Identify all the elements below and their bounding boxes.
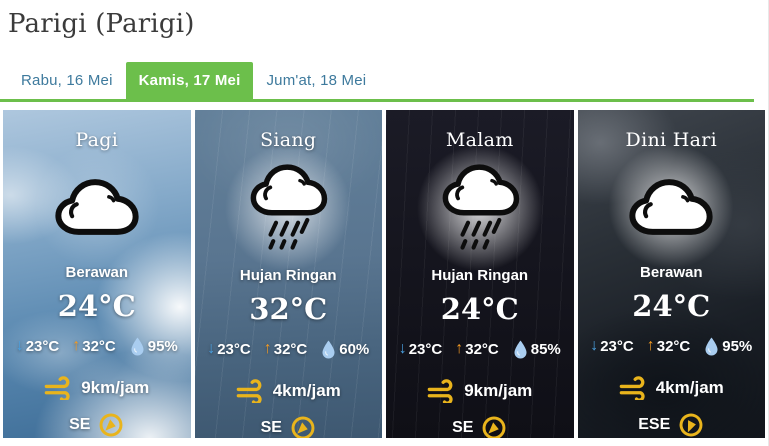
high-temp: ↑ 32°C [72, 337, 116, 355]
low-temp: ↓ 23°C [398, 340, 443, 358]
humidity: 95% [129, 336, 178, 356]
wind-direction-label: ESE [638, 416, 671, 433]
wind-direction-row: SE [452, 415, 507, 438]
arrow-up-icon: ↑ [263, 340, 272, 357]
date-tabs: Rabu, 16 Mei Kamis, 17 Mei Jum'at, 18 Me… [0, 62, 768, 99]
droplet-icon [512, 339, 529, 359]
forecast-card-dini-hari: Dini Hari Berawan 24°C ↓ 23°C ↑ 32°C 95% 4… [577, 110, 765, 438]
condition-label: Berawan [65, 264, 129, 281]
wind-icon [619, 376, 649, 400]
wind-direction-row: SE [261, 415, 316, 438]
compass-icon [481, 415, 507, 438]
arrow-up-icon: ↑ [646, 337, 655, 354]
condition-label: Hujan Ringan [239, 267, 337, 284]
compass-icon [98, 412, 124, 438]
wind-speed-row: 9km/jam [427, 379, 532, 403]
forecast-card-malam: Malam Hujan Ringan 24°C ↓ 23°C ↑ 32°C 85% … [386, 110, 574, 438]
wind-direction-row: SE [69, 412, 124, 438]
forecast-card-pagi: Pagi Berawan 24°C ↓ 23°C ↑ 32°C 95% 9km/ja… [3, 110, 191, 438]
droplet-icon [129, 336, 146, 356]
temperature-value: 24°C [57, 289, 136, 323]
wind-speed-row: 4km/jam [619, 376, 724, 400]
arrow-up-icon: ↑ [72, 337, 81, 354]
arrow-down-icon: ↓ [207, 340, 216, 357]
rain-cloud-icon [409, 143, 550, 273]
temperature-value: 24°C [632, 289, 711, 323]
cloud-icon [26, 143, 167, 270]
temperature-value: 24°C [440, 292, 519, 326]
temperature-value: 32°C [249, 292, 328, 326]
droplet-icon [320, 339, 337, 359]
wind-icon [236, 379, 266, 403]
wind-icon [44, 376, 74, 400]
forecast-cards: Pagi Berawan 24°C ↓ 23°C ↑ 32°C 95% 9km/ja… [0, 110, 768, 438]
stats-row: ↓ 23°C ↑ 32°C 95% [590, 336, 752, 356]
high-temp: ↑ 32°C [646, 337, 691, 355]
rain-cloud-icon [218, 143, 359, 273]
high-temp: ↑ 32°C [263, 340, 308, 358]
tab-kamis-17-mei[interactable]: Kamis, 17 Mei [125, 62, 254, 99]
stats-row: ↓ 23°C ↑ 32°C 95% [16, 336, 178, 356]
humidity: 95% [703, 336, 752, 356]
arrow-down-icon: ↓ [398, 340, 407, 357]
tab-jumat-18-mei[interactable]: Jum'at, 18 Mei [266, 72, 367, 89]
arrow-down-icon: ↓ [590, 337, 599, 354]
low-temp: ↓ 23°C [590, 337, 634, 355]
wind-speed-row: 9km/jam [44, 376, 149, 400]
tabs-underline [0, 99, 754, 102]
high-temp: ↑ 32°C [455, 340, 499, 358]
wind-speed-row: 4km/jam [236, 379, 341, 403]
tab-rabu-16-mei[interactable]: Rabu, 16 Mei [21, 72, 113, 89]
low-temp: ↓ 23°C [207, 340, 251, 358]
humidity: 85% [512, 339, 561, 359]
wind-direction-row: ESE [638, 412, 704, 438]
low-temp: ↓ 23°C [15, 337, 60, 355]
forecast-card-siang: Siang Hujan Ringan 32°C ↓ 23°C ↑ 32°C 60% … [194, 110, 382, 438]
period-label: Pagi [75, 129, 119, 151]
wind-direction-label: SE [452, 419, 474, 436]
stats-row: ↓ 23°C ↑ 32°C 60% [207, 339, 369, 359]
stats-row: ↓ 23°C ↑ 32°C 85% [399, 339, 561, 359]
condition-label: Hujan Ringan [431, 267, 529, 284]
compass-icon [674, 408, 708, 438]
page-title: Parigi (Parigi) [8, 9, 195, 39]
cloud-icon [601, 143, 742, 270]
droplet-icon [703, 336, 720, 356]
arrow-up-icon: ↑ [455, 340, 464, 357]
compass-icon [290, 415, 316, 438]
wind-icon [427, 379, 457, 403]
wind-direction-label: SE [260, 419, 282, 436]
wind-direction-label: SE [69, 416, 91, 433]
arrow-down-icon: ↓ [15, 337, 24, 354]
humidity: 60% [320, 339, 369, 359]
